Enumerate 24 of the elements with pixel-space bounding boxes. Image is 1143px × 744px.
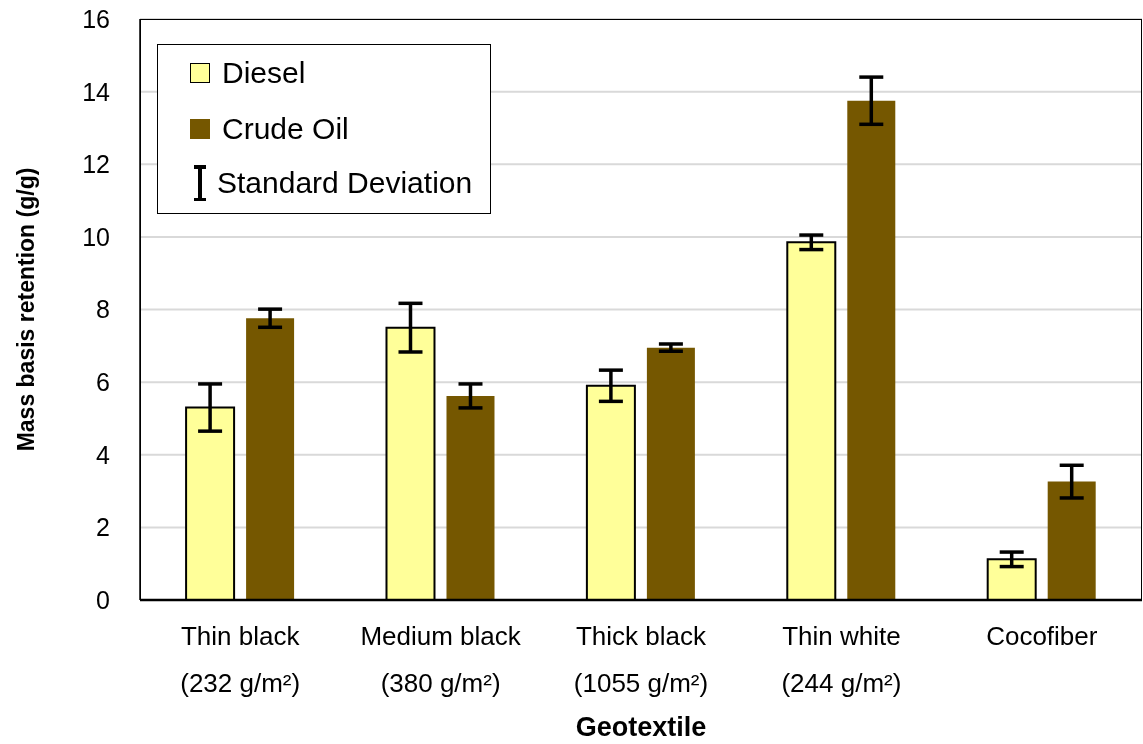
legend-label: Diesel <box>222 55 306 91</box>
y-tick-label: 4 <box>96 440 111 469</box>
y-tick-label: 14 <box>82 77 111 106</box>
x-tick-label: Medium black (380 g/m²) <box>360 621 522 698</box>
bar <box>246 318 295 600</box>
y-axis-title: Mass basis retention (g/g) <box>13 167 39 452</box>
bar <box>646 347 695 600</box>
x-tick-label: Thin white (244 g/m²) <box>781 621 902 698</box>
x-tick-label: Thin black (232 g/m²) <box>180 621 301 698</box>
y-tick-label: 2 <box>96 513 110 542</box>
legend-label: Crude Oil <box>222 111 349 147</box>
annotation: Standard Deviation <box>217 165 473 201</box>
y-tick-label: 10 <box>82 222 110 251</box>
y-tick-label: 0 <box>96 585 110 614</box>
bar <box>847 100 896 600</box>
x-axis-title: Geotextile <box>575 712 707 742</box>
y-tick-label: 8 <box>96 295 110 324</box>
x-tick-label: Thick black (1055 g/m²) <box>573 621 709 698</box>
x-tick-label: Cocofiber <box>986 621 1098 651</box>
bar <box>446 395 495 600</box>
bar <box>1047 481 1096 600</box>
y-tick-label: 12 <box>82 150 110 179</box>
y-tick-label: 6 <box>96 368 110 396</box>
y-tick-label: 16 <box>82 4 110 33</box>
